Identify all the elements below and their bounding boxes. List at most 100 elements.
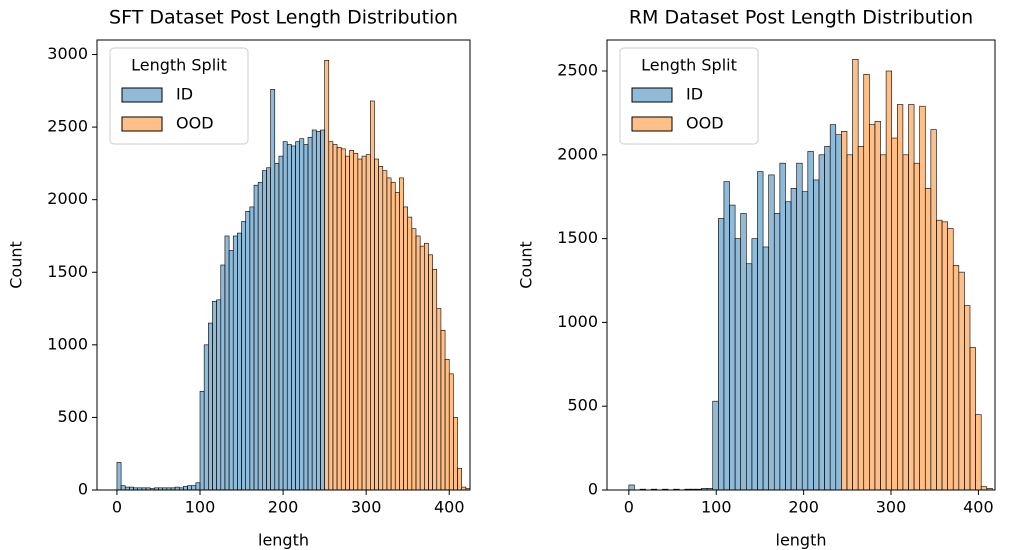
bar	[745, 263, 753, 491]
bar	[762, 246, 769, 491]
bar	[216, 299, 222, 491]
bar	[891, 137, 898, 491]
bar	[199, 390, 205, 491]
y-tick-label: 500	[57, 407, 88, 426]
bar	[807, 151, 814, 491]
bar	[874, 120, 881, 491]
y-tick-label: 1000	[557, 312, 598, 331]
bar	[729, 204, 736, 491]
bar	[191, 485, 197, 491]
bar	[768, 174, 775, 491]
bar	[208, 322, 213, 491]
x-axis-label: length	[258, 531, 309, 550]
y-tick-label: 2500	[557, 61, 598, 80]
bar	[270, 89, 276, 491]
bar	[419, 245, 425, 491]
bar	[266, 167, 271, 491]
y-tick-label: 1500	[47, 262, 88, 281]
bar	[390, 181, 396, 491]
chart-title: RM Dataset Post Length Distribution	[629, 7, 973, 29]
bar	[228, 250, 234, 491]
bar	[908, 104, 915, 491]
x-tick-label: 200	[268, 498, 299, 517]
legend-label: OOD	[686, 114, 724, 133]
bar	[311, 129, 317, 491]
y-tick-label: 1000	[47, 334, 88, 353]
y-axis-label: Count	[517, 241, 536, 289]
bar	[212, 300, 217, 491]
bar	[120, 485, 126, 491]
bar	[952, 265, 960, 491]
bar	[361, 155, 367, 491]
bar	[913, 162, 920, 491]
bar	[411, 228, 417, 491]
bar	[432, 269, 438, 491]
bar	[751, 238, 758, 491]
legend-label: ID	[176, 85, 193, 104]
x-tick-label: 200	[788, 498, 819, 517]
bar	[829, 124, 837, 491]
bar	[324, 60, 330, 491]
bar	[370, 100, 375, 491]
bar	[286, 144, 292, 491]
bar	[403, 206, 408, 491]
x-tick-label: 0	[112, 498, 122, 517]
bar	[295, 141, 300, 491]
bar	[779, 162, 786, 491]
bar	[245, 210, 251, 491]
bar	[349, 150, 354, 491]
bar	[407, 216, 413, 491]
bar	[345, 155, 350, 491]
bar	[885, 70, 893, 491]
legend-swatch	[631, 87, 673, 103]
y-axis-label: Count	[7, 241, 26, 289]
bar	[773, 213, 781, 491]
bar	[183, 486, 188, 491]
bar	[232, 235, 238, 491]
bar	[340, 148, 346, 491]
bar	[930, 129, 937, 491]
bar	[282, 141, 288, 491]
x-tick-label: 300	[351, 498, 382, 517]
legend-title: Length Split	[131, 56, 227, 75]
bar	[785, 201, 792, 491]
bar	[336, 147, 342, 491]
legend-label: OOD	[176, 114, 214, 133]
bar	[448, 373, 454, 491]
bar	[757, 171, 764, 491]
bar	[320, 129, 325, 491]
bar	[813, 179, 820, 491]
bar	[824, 146, 831, 491]
bar	[969, 347, 976, 491]
bar	[224, 235, 230, 491]
chart-title: SFT Dataset Post Length Distribution	[109, 7, 458, 29]
x-tick-label: 0	[624, 498, 634, 517]
legend-label: ID	[686, 85, 703, 104]
y-tick-label: 2000	[557, 144, 598, 163]
legend-swatch	[121, 87, 163, 103]
bar	[436, 308, 442, 491]
bar	[353, 152, 359, 491]
bar	[328, 141, 334, 491]
legend-title: Length Split	[641, 56, 737, 75]
x-tick-label: 400	[963, 498, 994, 517]
bar	[415, 235, 421, 491]
bar	[249, 206, 255, 491]
bar	[444, 359, 450, 491]
bar	[187, 485, 193, 491]
y-tick-label: 500	[567, 396, 598, 415]
bar	[365, 154, 371, 491]
bar	[897, 104, 904, 491]
bar	[357, 158, 363, 491]
bar	[941, 221, 948, 491]
y-tick-label: 0	[588, 480, 598, 499]
bar	[835, 134, 842, 491]
bar	[740, 213, 747, 491]
bar	[253, 184, 259, 491]
legend-swatch	[121, 116, 163, 132]
bar	[241, 221, 247, 491]
bar	[790, 188, 797, 491]
bar	[852, 58, 859, 491]
bar	[378, 165, 384, 491]
